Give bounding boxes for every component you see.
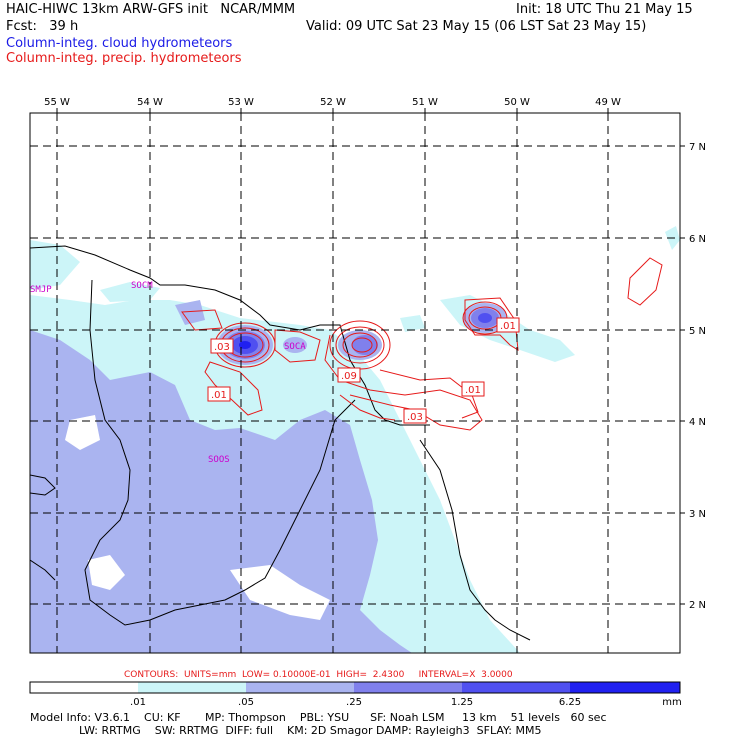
station-label: SOCA: [284, 342, 306, 352]
axis-ticks: [56, 108, 685, 605]
lon-label: 51 W: [412, 97, 438, 108]
valid-time: Valid: 09 UTC Sat 23 May 15 (06 LST Sat …: [306, 19, 647, 34]
station-label: SOOS: [208, 455, 230, 465]
station-label: SMJP: [30, 285, 52, 295]
map-title: HAIC-HIWC 13km ARW-GFS init NCAR/MMM: [6, 2, 296, 17]
cloud-shading: [30, 226, 680, 653]
contour-label: .01: [211, 390, 227, 401]
colorbar: [29, 681, 681, 694]
contour-label: .03: [407, 412, 423, 423]
lat-label: 2 N: [689, 600, 706, 611]
colorbar-tick: .25: [346, 697, 362, 708]
coastline: [30, 245, 531, 641]
contour-label: .09: [341, 371, 357, 382]
colorbar-tick: 6.25: [559, 697, 581, 708]
init-time: Init: 18 UTC Thu 21 May 15: [516, 2, 693, 17]
colorbar-tick: .01: [130, 697, 146, 708]
lon-label: 54 W: [137, 97, 163, 108]
model-info-line-1: Model Info: V3.6.1 CU: KF MP: Thompson P…: [30, 711, 607, 724]
colorbar-unit: mm: [662, 697, 681, 708]
contour-label: .01: [465, 385, 481, 396]
lat-label: 7 N: [689, 142, 706, 153]
lat-label: 5 N: [689, 326, 706, 337]
lat-lon-grid: [30, 113, 680, 653]
contour-label: .03: [214, 342, 230, 353]
forecast-hour: Fcst: 39 h: [6, 19, 79, 34]
lat-label: 6 N: [689, 234, 706, 245]
map-frame: [29, 112, 681, 654]
lat-label: 3 N: [689, 509, 706, 520]
colorbar-tick: 1.25: [451, 697, 473, 708]
station-label: SOCM: [131, 281, 153, 291]
lat-label: 4 N: [689, 417, 706, 428]
lon-label: 52 W: [320, 97, 346, 108]
contour-info: CONTOURS: UNITS=mm LOW= 0.10000E-01 HIGH…: [124, 670, 513, 680]
colorbar-tick: .05: [238, 697, 254, 708]
contour-label: .01: [500, 321, 516, 332]
legend-cloud: Column-integ. cloud hydrometeors: [6, 36, 233, 51]
model-info-line-2: LW: RRTMG SW: RRTMG DIFF: full KM: 2D Sm…: [30, 724, 542, 737]
lon-label: 55 W: [44, 97, 70, 108]
lon-label: 49 W: [595, 97, 621, 108]
lon-label: 53 W: [228, 97, 254, 108]
lon-label: 50 W: [504, 97, 530, 108]
legend-precip: Column-integ. precip. hydrometeors: [6, 51, 242, 66]
